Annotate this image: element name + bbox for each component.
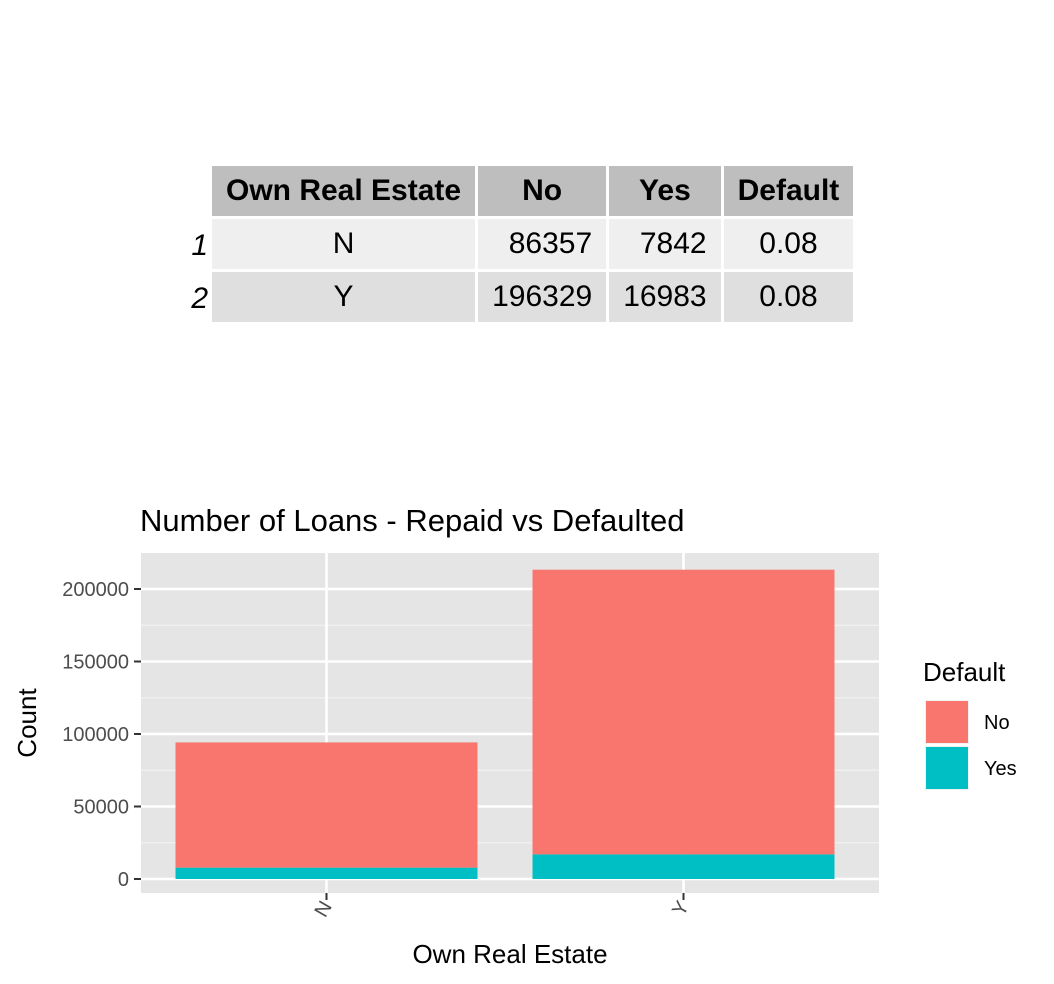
legend-label: No bbox=[984, 712, 1010, 734]
summary-table: Own Real Estate No Yes Default 1 N 86357… bbox=[170, 166, 857, 325]
y-axis-label: Count bbox=[12, 688, 42, 758]
column-header: Default bbox=[723, 166, 857, 219]
column-header: Yes bbox=[609, 166, 724, 219]
table-header-row: Own Real Estate No Yes Default bbox=[170, 166, 857, 219]
x-axis-label: Own Real Estate bbox=[412, 939, 607, 969]
y-tick-label: 200000 bbox=[62, 579, 129, 601]
bars bbox=[175, 569, 835, 879]
table-cell: 0.08 bbox=[723, 272, 857, 325]
legend: Default No Yes bbox=[923, 657, 1017, 790]
table-cell: N bbox=[212, 219, 479, 272]
table-row: 2 Y 196329 16983 0.08 bbox=[170, 272, 857, 325]
chart-title: Number of Loans - Repaid vs Defaulted bbox=[140, 503, 685, 538]
rowname-header bbox=[170, 166, 212, 219]
y-tick-label: 150000 bbox=[62, 652, 129, 674]
bar-segment-no-y bbox=[532, 569, 835, 855]
y-tick-label: 0 bbox=[118, 869, 129, 891]
table-cell: 16983 bbox=[609, 272, 724, 325]
x-tick-label: N bbox=[311, 898, 337, 922]
row-name: 1 bbox=[170, 219, 212, 272]
table-cell: 196329 bbox=[478, 272, 610, 325]
table-row: 1 N 86357 7842 0.08 bbox=[170, 219, 857, 272]
legend-title: Default bbox=[923, 657, 1006, 687]
column-header: No bbox=[478, 166, 610, 219]
row-name: 2 bbox=[170, 272, 212, 325]
table-cell: Y bbox=[212, 272, 479, 325]
y-tick-label: 100000 bbox=[62, 724, 129, 746]
legend-swatch-yes bbox=[926, 747, 968, 789]
x-tick-label: Y bbox=[668, 898, 694, 921]
y-axis: 0 50000 100000 150000 200000 bbox=[62, 579, 141, 891]
bar-segment-yes-n bbox=[175, 867, 478, 879]
table-cell: 0.08 bbox=[723, 219, 857, 272]
bar-segment-yes-y bbox=[532, 854, 835, 879]
table-cell: 86357 bbox=[478, 219, 610, 272]
table-cell: 7842 bbox=[609, 219, 724, 272]
legend-swatch-no bbox=[926, 701, 968, 743]
y-tick-label: 50000 bbox=[73, 797, 129, 819]
legend-label: Yes bbox=[984, 758, 1017, 780]
column-header: Own Real Estate bbox=[212, 166, 479, 219]
bar-segment-no-n bbox=[175, 742, 478, 868]
